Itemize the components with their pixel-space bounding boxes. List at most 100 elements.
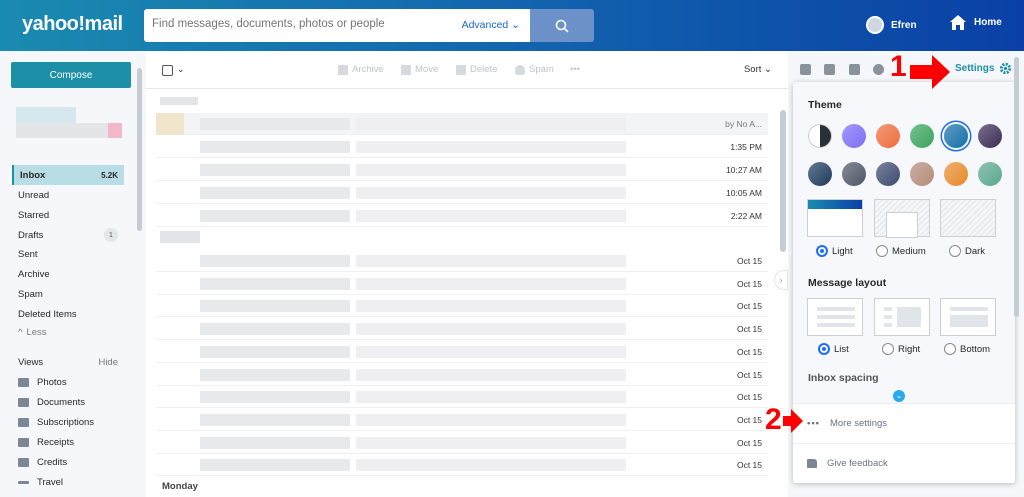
subject-blurred — [356, 323, 626, 336]
layout-right-preview[interactable] — [874, 298, 930, 336]
message-row[interactable]: 2:22 AM — [156, 205, 768, 227]
chevron-right-icon: › — [779, 275, 783, 285]
ellipsis-icon: ••• — [807, 418, 820, 429]
message-row[interactable]: Oct 15 — [156, 295, 768, 318]
theme-swatch[interactable] — [910, 124, 934, 148]
message-row[interactable]: Oct 15 — [156, 341, 768, 363]
subject-blurred — [356, 118, 626, 130]
sidebar-scrollbar[interactable] — [137, 68, 142, 231]
message-row[interactable]: 10:05 AM — [156, 182, 768, 204]
message-row[interactable]: Oct 15 — [156, 409, 768, 431]
layout-list-preview[interactable] — [807, 298, 863, 336]
expand-pane-button[interactable]: › — [774, 270, 788, 290]
theme-swatch[interactable] — [876, 162, 900, 186]
move-button[interactable]: Move — [401, 64, 438, 75]
theme-swatch[interactable] — [944, 124, 968, 148]
spam-button[interactable]: Spam — [515, 64, 554, 75]
folder-inbox[interactable]: Inbox 5.2K — [12, 165, 124, 185]
yahoo-mail-logo[interactable]: yahoo!mail — [22, 13, 123, 35]
medium-mode-preview[interactable] — [874, 199, 930, 238]
theme-swatch[interactable] — [978, 162, 1002, 186]
light-mode-preview[interactable] — [807, 199, 863, 237]
message-date: 1:35 PM — [730, 142, 762, 152]
archive-button[interactable]: Archive — [338, 64, 384, 75]
user-profile[interactable]: Efren — [866, 16, 917, 34]
theme-swatch[interactable] — [808, 162, 832, 186]
mode-dark-radio[interactable]: Dark — [949, 245, 985, 257]
folder-spam[interactable]: Spam — [12, 284, 124, 304]
gear-icon[interactable] — [999, 62, 1012, 75]
folder-label: Inbox — [20, 169, 46, 181]
search-input[interactable] — [152, 18, 452, 30]
sort-label: Sort — [743, 64, 762, 75]
less-toggle[interactable]: ^ Less — [12, 322, 124, 342]
message-row[interactable]: Oct 15 — [156, 250, 768, 272]
more-settings-button[interactable]: ••• More settings — [793, 403, 1015, 443]
dark-mode-preview[interactable] — [940, 199, 996, 237]
advanced-search-button[interactable]: Advanced ⌄ — [462, 19, 520, 31]
sort-button[interactable]: Sort ⌄ — [744, 64, 772, 75]
radio-label: Bottom — [960, 343, 991, 355]
message-row[interactable]: Oct 15 — [156, 364, 768, 386]
folder-deleted-items[interactable]: Deleted Items — [12, 304, 124, 324]
message-row[interactable]: Oct 15 — [156, 454, 768, 477]
mode-light-radio[interactable]: Light — [816, 245, 853, 257]
scroll-down-chevron-icon[interactable]: ⌄ — [893, 390, 905, 402]
theme-swatch[interactable] — [842, 124, 866, 148]
search-button[interactable] — [530, 9, 594, 42]
message-row[interactable]: Oct 15 — [156, 273, 768, 295]
theme-swatch[interactable] — [910, 162, 934, 186]
layout-bottom-preview[interactable] — [940, 298, 996, 336]
folder-sent[interactable]: Sent — [12, 244, 124, 264]
notepad-icon[interactable] — [849, 64, 860, 75]
message-row[interactable]: 1:35 PM — [156, 136, 768, 158]
view-travel[interactable]: Travel — [18, 477, 63, 488]
message-row[interactable]: 10:27 AM — [156, 159, 768, 181]
message-date: Oct 15 — [736, 414, 762, 425]
theme-swatch[interactable] — [978, 124, 1002, 148]
chevron-down-icon[interactable]: ⌄ — [177, 64, 185, 74]
delete-button[interactable]: Delete — [456, 64, 497, 75]
folder-archive[interactable]: Archive — [12, 264, 124, 284]
contacts-icon[interactable] — [800, 64, 811, 75]
view-label: Receipts — [37, 437, 74, 448]
message-row[interactable]: Oct 15 — [156, 386, 768, 409]
help-icon[interactable] — [873, 64, 884, 75]
view-subscriptions[interactable]: Subscriptions — [18, 417, 94, 428]
theme-swatch[interactable] — [842, 162, 866, 186]
view-receipts[interactable]: Receipts — [18, 437, 74, 448]
subscriptions-icon — [18, 418, 29, 427]
compose-button[interactable]: Compose — [11, 62, 131, 88]
folder-starred[interactable]: Starred — [12, 205, 124, 225]
theme-swatch[interactable] — [808, 124, 832, 148]
settings-scrollbar[interactable] — [1014, 57, 1019, 317]
thumbs-up-icon — [807, 459, 817, 468]
layout-right-radio[interactable]: Right — [882, 343, 920, 355]
settings-link[interactable]: Settings — [955, 63, 995, 74]
theme-swatch[interactable] — [944, 162, 968, 186]
unread-count: 5.2K — [101, 170, 118, 180]
mode-medium-radio[interactable]: Medium — [876, 245, 926, 257]
views-hide-button[interactable]: Hide — [98, 356, 118, 368]
layout-list-radio[interactable]: List — [818, 343, 849, 355]
home-link[interactable]: Home — [950, 15, 1002, 30]
folder-unread[interactable]: Unread — [12, 185, 124, 205]
select-all-checkbox[interactable] — [162, 65, 173, 76]
folder-drafts[interactable]: Drafts 1 — [12, 225, 124, 245]
message-list-scrollbar[interactable] — [780, 110, 786, 252]
more-icon: ••• — [570, 64, 580, 75]
layout-bottom-radio[interactable]: Bottom — [944, 343, 990, 355]
sender-blurred — [200, 300, 350, 313]
more-actions-button[interactable]: ••• — [570, 64, 580, 75]
give-feedback-button[interactable]: Give feedback — [793, 443, 1015, 483]
message-row-pinned[interactable]: by No A... — [156, 113, 768, 135]
search-box[interactable]: Advanced ⌄ — [144, 9, 530, 42]
message-row[interactable]: Oct 15 — [156, 432, 768, 454]
theme-title: Theme — [808, 99, 842, 111]
view-photos[interactable]: Photos — [18, 377, 67, 388]
theme-swatch[interactable] — [876, 124, 900, 148]
calendar-icon[interactable] — [824, 64, 835, 75]
view-documents[interactable]: Documents — [18, 397, 85, 408]
message-row[interactable]: Oct 15 — [156, 318, 768, 341]
view-credits[interactable]: Credits — [18, 457, 67, 468]
